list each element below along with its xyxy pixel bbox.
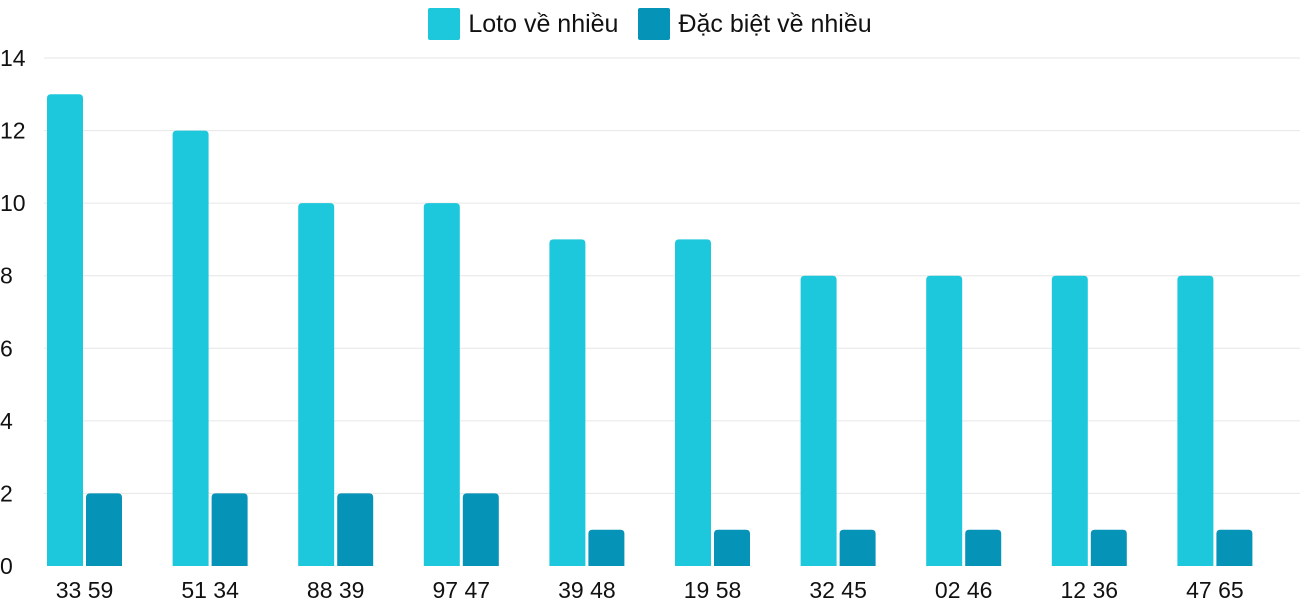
legend-item-loto[interactable]: Loto về nhiều [428,8,618,40]
x-tick-label: 39 48 [558,577,616,600]
bar-loto [549,239,586,566]
x-tick-label: 88 39 [307,577,365,600]
x-tick-label: 51 34 [181,577,239,600]
bar-dac-biet [1090,529,1127,566]
x-tick-label: 32 45 [809,577,867,600]
y-tick-label: 8 [0,263,13,289]
bar-loto [926,275,963,566]
legend-swatch-loto [428,8,461,40]
bar-dac-biet [1216,529,1253,566]
legend-item-dac-biet[interactable]: Đặc biệt về nhiều [638,8,872,40]
bar-loto [800,275,837,566]
bar-dac-biet [337,493,374,566]
bar-loto [298,203,335,566]
bar-dac-biet [714,529,750,566]
x-tick-label: 12 36 [1061,577,1119,600]
legend-label-dac-biet: Đặc biệt về nhiều [678,9,872,38]
x-tick-label: 47 65 [1186,577,1244,600]
bar-loto [1177,275,1214,566]
bar-loto [423,203,460,566]
y-tick-label: 14 [0,45,26,71]
bar-dac-biet [839,529,876,566]
bar-loto [1051,275,1088,566]
y-tick-label: 2 [0,480,13,506]
bar-dac-biet [211,493,248,566]
bar-dac-biet [86,493,122,566]
x-tick-label: 33 59 [56,577,114,600]
y-tick-label: 6 [0,335,13,361]
bar-dac-biet [965,529,1002,566]
legend: Loto về nhiều Đặc biệt về nhiều [0,8,1300,40]
y-tick-label: 0 [0,553,13,579]
bar-dac-biet [462,493,499,566]
y-tick-label: 4 [0,408,13,434]
legend-label-loto: Loto về nhiều [468,9,619,38]
bar-loto [47,94,83,567]
y-tick-label: 10 [0,190,26,216]
x-tick-label: 19 58 [684,577,742,600]
y-tick-label: 12 [0,118,26,144]
legend-swatch-dac-biet [638,8,671,40]
bar-loto [675,239,711,566]
x-tick-label: 02 46 [935,577,993,600]
bar-loto [172,130,209,567]
bar-dac-biet [588,529,625,566]
x-tick-label: 97 47 [433,577,491,600]
